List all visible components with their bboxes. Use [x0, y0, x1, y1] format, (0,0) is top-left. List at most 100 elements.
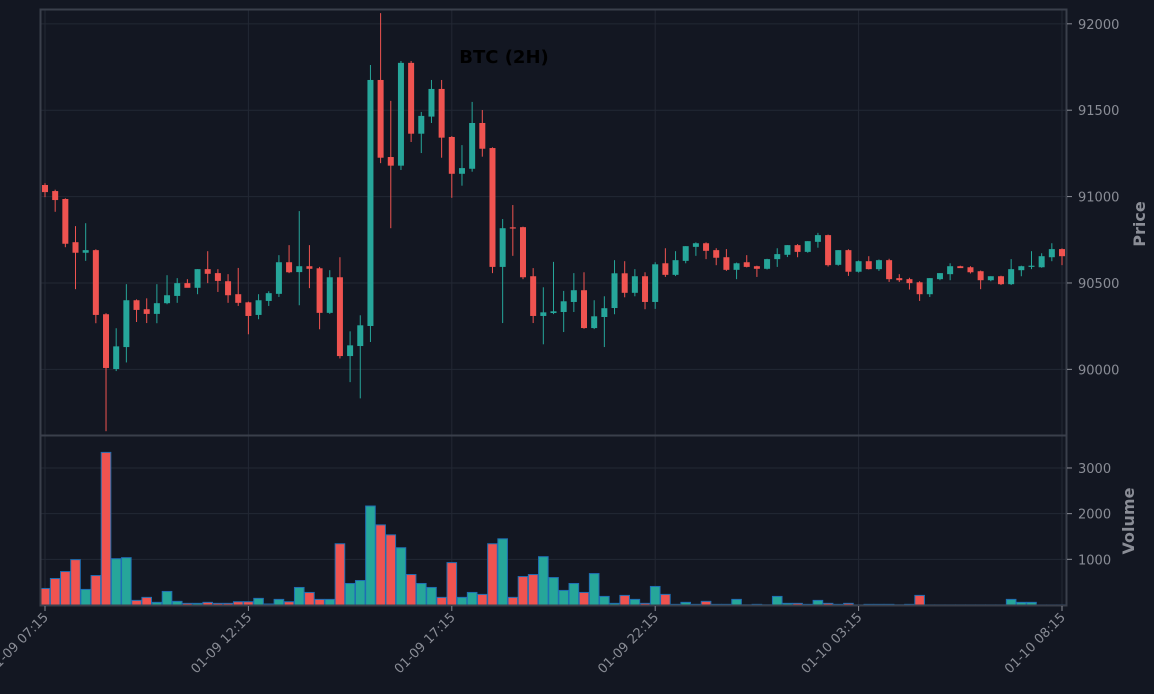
- volume-bar: [365, 505, 376, 606]
- volume-bar: [80, 588, 91, 606]
- candle-body: [550, 311, 557, 314]
- time-tick-label: 01-10 03:15: [799, 610, 866, 677]
- candle-body: [977, 271, 984, 281]
- candle-body: [723, 257, 730, 270]
- price-tick-label: 90000: [1078, 363, 1119, 378]
- candle-body: [672, 260, 679, 275]
- volume-bar: [131, 599, 142, 606]
- candle-body: [367, 79, 374, 326]
- candle-body: [123, 300, 130, 348]
- candle-body: [662, 263, 669, 275]
- candle-body: [835, 250, 842, 265]
- volume-bar: [39, 587, 51, 606]
- candle-body: [103, 314, 110, 368]
- price-panel-frame: [39, 8, 1068, 437]
- candle-body: [519, 227, 526, 278]
- candle-body: [601, 308, 608, 318]
- volume-bar: [619, 594, 630, 606]
- candle-body: [72, 242, 79, 253]
- candle-body: [570, 290, 577, 302]
- candle-body: [591, 316, 598, 329]
- candle-body: [530, 276, 537, 316]
- candles: [42, 13, 1065, 432]
- candle-body: [804, 241, 811, 252]
- candle-body: [275, 262, 282, 294]
- candle-body: [296, 266, 303, 273]
- time-tick-label: 01-09 22:15: [595, 610, 662, 677]
- candle-body: [774, 254, 781, 260]
- candle-body: [286, 262, 293, 273]
- candle-body: [326, 277, 333, 313]
- candle-body: [692, 243, 699, 247]
- volume-bar: [446, 562, 458, 606]
- time-tick-label: 01-09 07:15: [0, 610, 52, 677]
- volume-bar: [487, 543, 498, 606]
- candle-body: [225, 281, 232, 296]
- candle-body: [52, 191, 59, 201]
- candle-body: [784, 245, 791, 255]
- volume-bar: [354, 580, 366, 606]
- chart-title: BTC (2H): [459, 47, 549, 68]
- volume-bar: [121, 557, 132, 606]
- volume-bar: [171, 600, 183, 606]
- volume-bar: [385, 534, 397, 606]
- candle-body: [469, 122, 476, 169]
- candle-body: [143, 309, 150, 314]
- candle-body: [377, 79, 384, 158]
- candle-body: [997, 276, 1004, 285]
- volume-bar: [253, 597, 264, 606]
- candle-body: [357, 325, 364, 347]
- volume-bar: [588, 573, 600, 606]
- volume-bar: [100, 451, 112, 606]
- candle-body: [164, 295, 171, 304]
- time-tick-label: 01-10 08:15: [1002, 610, 1069, 677]
- candle-body: [764, 259, 771, 269]
- volume-bar: [649, 585, 661, 606]
- volume-bars: [39, 451, 1068, 606]
- candle-body: [316, 268, 323, 313]
- volume-bar: [304, 591, 315, 606]
- candle-body: [1038, 256, 1045, 268]
- volume-bar: [568, 582, 580, 606]
- candle-body: [916, 282, 923, 295]
- candle-body: [245, 302, 252, 316]
- candle-body: [753, 266, 760, 269]
- volume-bar: [110, 558, 122, 606]
- volume-bar: [507, 596, 519, 606]
- candle-body: [581, 290, 588, 329]
- volume-bar: [293, 586, 305, 606]
- candle-body: [235, 294, 242, 303]
- price-tick-label: 90500: [1078, 277, 1119, 292]
- volume-bar: [405, 574, 417, 606]
- candle-body: [987, 276, 994, 281]
- candle-body: [174, 283, 181, 296]
- volume-bar: [141, 596, 152, 606]
- volume-bar: [660, 593, 671, 606]
- candle-body: [814, 235, 821, 242]
- volume-bar: [466, 591, 478, 606]
- time-tick-label: 01-09 12:15: [188, 610, 255, 677]
- volume-bar: [375, 524, 386, 606]
- candle-body: [204, 269, 211, 274]
- candle-body: [743, 262, 750, 267]
- axes: 90000 90500 91000 91500 92000 1000 2000 3000 01-…: [0, 18, 1119, 677]
- candle-body: [265, 293, 272, 301]
- volume-bar: [538, 556, 549, 606]
- volume-bar: [161, 590, 173, 606]
- candle-body: [62, 199, 69, 244]
- volume-bar: [395, 547, 407, 606]
- candle-body: [1018, 266, 1025, 271]
- candle-body: [499, 228, 506, 267]
- volume-bar: [527, 574, 539, 606]
- volume-tick-label: 2000: [1078, 508, 1111, 523]
- volume-bar: [49, 578, 61, 606]
- candle-body: [682, 246, 689, 261]
- volume-axis-title: Volume: [1119, 487, 1138, 554]
- candle-body: [906, 279, 913, 284]
- candle-body: [397, 62, 404, 166]
- candle-body: [347, 345, 354, 357]
- candle-body: [957, 266, 964, 269]
- candle-body: [794, 245, 801, 252]
- candle-body: [133, 300, 140, 310]
- candle-body: [509, 227, 516, 229]
